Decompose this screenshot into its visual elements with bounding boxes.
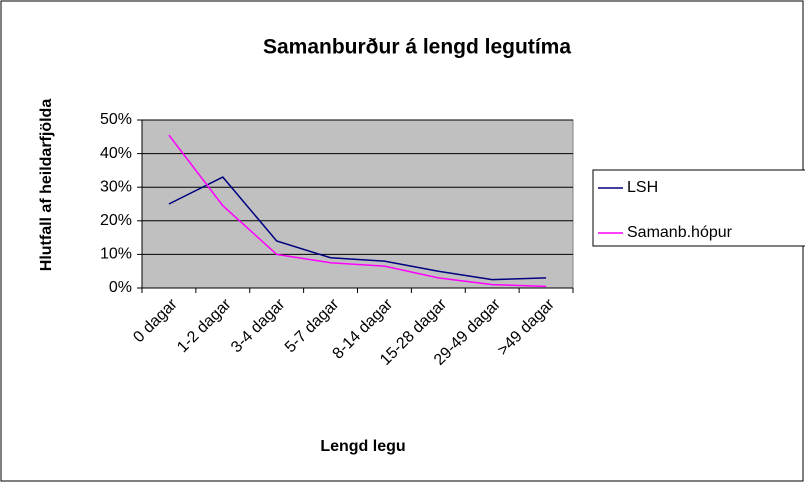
plot-area	[141, 119, 574, 289]
y-tick-label: 40%	[100, 145, 132, 162]
x-axis-label: Lengd legu	[320, 438, 405, 455]
line-series	[168, 176, 547, 281]
y-tick-label: 10%	[100, 246, 132, 263]
legend-label: Samanb.hópur	[627, 224, 733, 241]
y-tick-label: 0%	[109, 279, 132, 296]
y-tick-label: 30%	[100, 178, 132, 195]
line-series	[168, 134, 547, 288]
y-axis-label: Hlutfall af heildarfjölda	[38, 99, 55, 272]
legend-label: LSH	[627, 179, 658, 196]
chart-title: Samanburður á lengd legutíma	[263, 36, 571, 59]
y-tick-label: 50%	[100, 111, 132, 128]
y-tick-label: 20%	[100, 212, 132, 229]
legend	[592, 169, 805, 247]
